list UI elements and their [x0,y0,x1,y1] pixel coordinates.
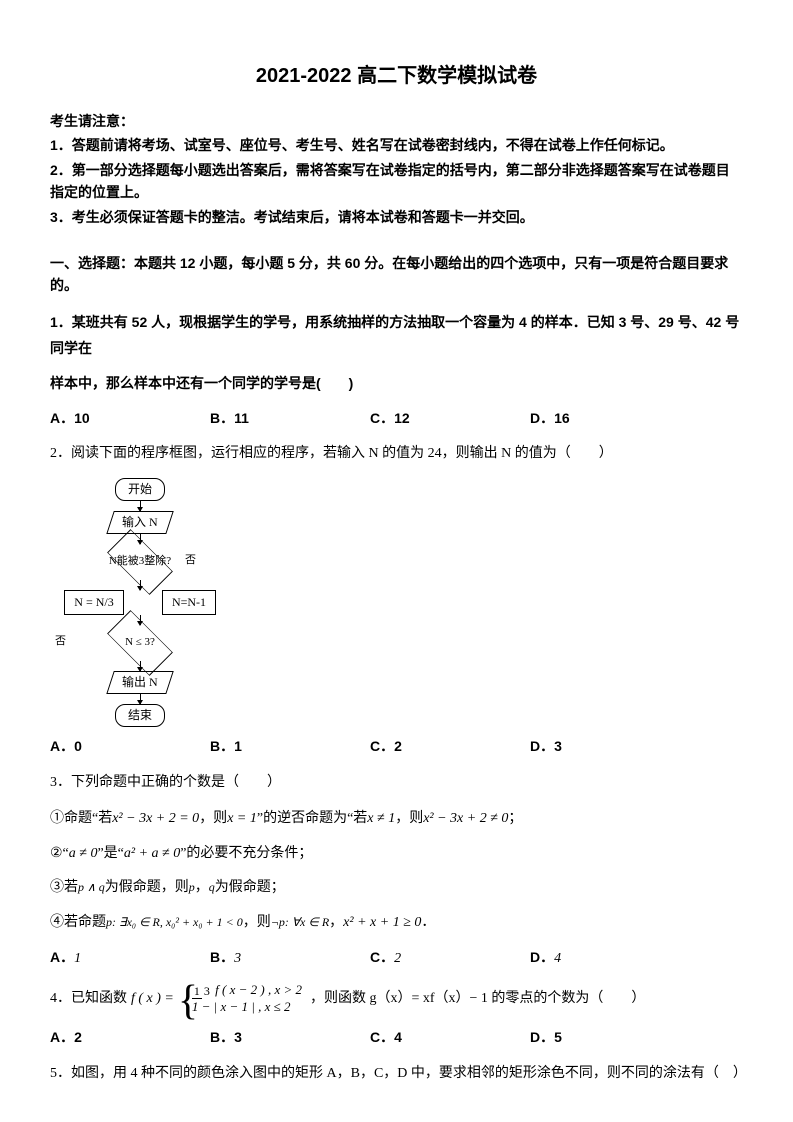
q2-options: A．0 B．1 C．2 D．3 [50,735,743,757]
section-1-heading: 一、选择题：本题共 12 小题，每小题 5 分，共 60 分。在每小题给出的四个… [50,252,743,297]
fc-no-label-1: 否 [185,552,196,570]
question-3: 3．下列命题中正确的个数是（ ） [50,770,743,797]
q4-opt-b[interactable]: B．3 [210,1026,370,1048]
page-title: 2021-2022 高二下数学模拟试卷 [50,60,743,92]
fc-box-a: N = N/3 [64,590,124,615]
fc-box-b: N=N-1 [162,590,216,615]
fc-cond1: N能被3整除? [95,544,185,580]
fc-output: 输出 N [106,671,174,694]
flowchart: 开始 输入 N N能被3整除? 否 N = N/3 N=N-1 否 N ≤ 3?… [50,478,230,728]
q4-options: A．2 B．3 C．4 D．5 [50,1026,743,1048]
fc-no-label-2: 否 [55,633,66,651]
q1-options: A．10 B．11 C．12 D．16 [50,407,743,429]
q1-opt-a[interactable]: A．10 [50,407,210,429]
notice-3: 3．考生必须保证答题卡的整洁。考试结束后，请将本试卷和答题卡一并交回。 [50,206,743,228]
q1-line-b: 样本中，那么样本中还有一个同学的学号是( ) [50,370,743,397]
q3-sub-2: ②“a ≠ 0”是“a² + a ≠ 0”的必要不充分条件； [50,843,743,865]
q1-opt-c[interactable]: C．12 [370,407,530,429]
q3-opt-b[interactable]: B．3 [210,946,370,970]
notice-1: 1．答题前请将考场、试室号、座位号、考生号、姓名写在试卷密封线内，不得在试卷上作… [50,134,743,156]
notice-2: 2．第一部分选择题每小题选出答案后，需将答案写在试卷指定的括号内，第二部分非选择… [50,159,743,204]
q3-opt-c[interactable]: C．2 [370,946,530,970]
question-2: 2．阅读下面的程序框图，运行相应的程序，若输入 N 的值为 24，则输出 N 的… [50,441,743,468]
q2-opt-b[interactable]: B．1 [210,735,370,757]
q4-opt-a[interactable]: A．2 [50,1026,210,1048]
question-5: 5．如图，用 4 种不同的颜色涂入图中的矩形 A，B，C，D 中，要求相邻的矩形… [50,1061,743,1088]
q4-text-b: ，则函数 g（x）= xf（x）− 1 的零点的个数为（ ） [310,986,645,1013]
q1-line-a: 1．某班共有 52 人，现根据学生的学号，用系统抽样的方法抽取一个容量为 4 的… [50,309,743,362]
q3-opt-a[interactable]: A．1 [50,946,210,970]
q4-opt-d[interactable]: D．5 [530,1026,690,1048]
q1-opt-d[interactable]: D．16 [530,407,690,429]
question-1: 1．某班共有 52 人，现根据学生的学号，用系统抽样的方法抽取一个容量为 4 的… [50,309,743,397]
question-4: 4．已知函数 f ( x ) = { 13 f ( x − 2 ) , x > … [50,982,743,1016]
notice-heading: 考生请注意： [50,110,743,132]
q4-piecewise: { 13 f ( x − 2 ) , x > 2 1 − | x − 1 | ,… [178,982,302,1016]
q3-opt-d[interactable]: D．4 [530,946,690,970]
q4-fx: f ( x ) = [131,986,174,1013]
q2-text: 2．阅读下面的程序框图，运行相应的程序，若输入 N 的值为 24，则输出 N 的… [50,446,613,461]
q4-text-a: 4．已知函数 [50,986,127,1013]
q3-sub-3: ③若p ∧ q为假命题，则p，q为假命题； [50,877,743,899]
fc-end: 结束 [115,704,165,727]
q2-opt-c[interactable]: C．2 [370,735,530,757]
q1-opt-b[interactable]: B．11 [210,407,370,429]
q3-sub-4: ④若命题p: ∃x₀ ∈ R, x₀² + x₀ + 1 < 0，则¬p: ∀x… [50,912,743,934]
q2-opt-a[interactable]: A．0 [50,735,210,757]
fc-cond2: N ≤ 3? [95,625,185,661]
q3-options: A．1 B．3 C．2 D．4 [50,946,743,970]
fc-start: 开始 [115,478,165,501]
q2-opt-d[interactable]: D．3 [530,735,690,757]
q3-sub-1: ①命题“若x² − 3x + 2 = 0，则x = 1”的逆否命题为“若x ≠ … [50,808,743,830]
q4-opt-c[interactable]: C．4 [370,1026,530,1048]
fc-input: 输入 N [106,511,174,534]
